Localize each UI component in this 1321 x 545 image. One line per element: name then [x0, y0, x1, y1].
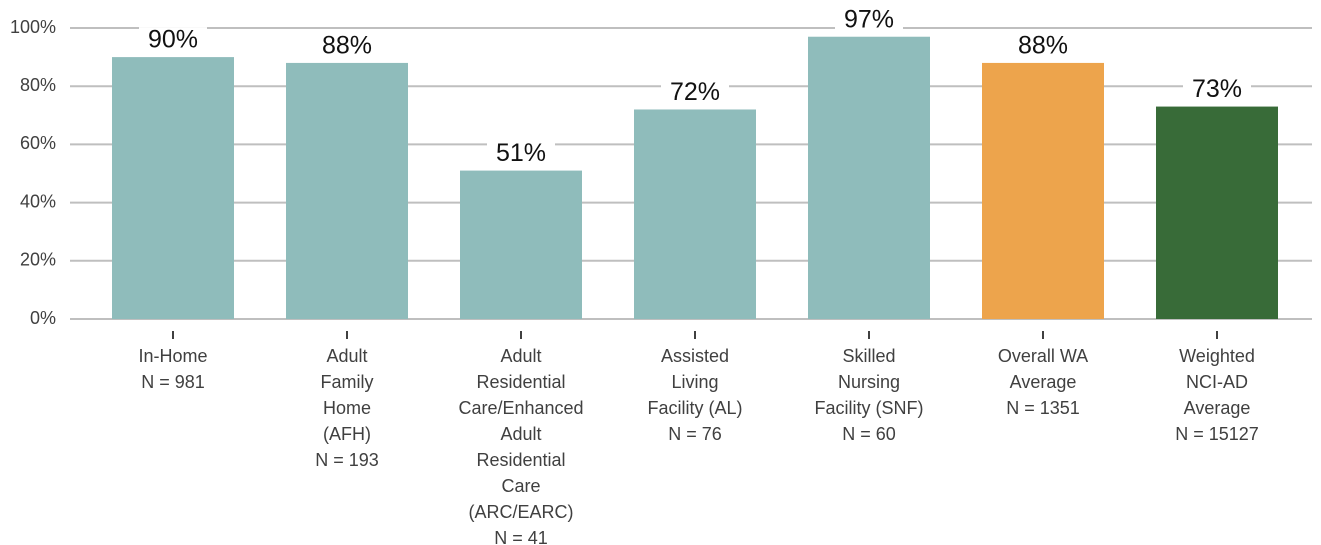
x-tick-label: Average [1184, 398, 1251, 418]
bar [982, 62, 1104, 320]
y-tick-label: 40% [20, 191, 56, 211]
y-tick-label: 0% [30, 308, 56, 328]
x-tick-label: Adult [326, 346, 367, 366]
value-label: 51% [496, 139, 546, 167]
bar [634, 109, 756, 319]
value-label-bg [1009, 32, 1077, 59]
y-tick-label: 80% [20, 75, 56, 95]
x-tick-label: N = 60 [842, 424, 896, 444]
value-label-bg [313, 32, 381, 59]
x-tick-label: N = 76 [668, 424, 722, 444]
x-tick-label: (AFH) [323, 424, 371, 444]
x-tick-label: Facility (AL) [647, 398, 742, 418]
value-label: 88% [1018, 32, 1068, 60]
x-tick-label: N = 41 [494, 528, 548, 545]
x-tick-label: Adult [500, 346, 541, 366]
value-label-bg [835, 6, 903, 33]
x-tick-label: Average [1010, 372, 1077, 392]
x-tick-label: Family [321, 372, 374, 392]
x-tick-label: Residential [476, 372, 565, 392]
value-label-bg [139, 27, 207, 54]
x-tick-label: N = 193 [315, 450, 379, 470]
x-tick-label: Assisted [661, 346, 729, 366]
x-tick-label: Nursing [838, 372, 900, 392]
x-tick-label: Residential [476, 450, 565, 470]
value-label-bg [661, 79, 729, 106]
value-label-bg [487, 140, 555, 167]
value-label: 90% [148, 26, 198, 54]
x-tick-label: N = 15127 [1175, 424, 1259, 444]
x-tick-label: Adult [500, 424, 541, 444]
x-tick-label: In-Home [138, 346, 207, 366]
bar [460, 170, 582, 319]
y-tick-label: 60% [20, 133, 56, 153]
x-tick-label: Weighted [1179, 346, 1255, 366]
x-tick-label: Home [323, 398, 371, 418]
value-label: 97% [844, 5, 894, 33]
value-label: 73% [1192, 75, 1242, 103]
x-tick-label: Care/Enhanced [458, 398, 583, 418]
value-label: 72% [670, 78, 720, 106]
y-tick-label: 100% [10, 17, 56, 37]
bar [1156, 106, 1278, 319]
x-tick-label: N = 981 [141, 372, 205, 392]
x-tick-label: Overall WA [998, 346, 1088, 366]
value-label: 88% [322, 32, 372, 60]
x-tick-label: Care [501, 476, 540, 496]
x-tick-label: Living [671, 372, 718, 392]
y-tick-label: 20% [20, 250, 56, 270]
x-tick-label: (ARC/EARC) [468, 502, 573, 522]
bar [808, 36, 930, 319]
x-tick-label: NCI-AD [1186, 372, 1248, 392]
x-tick-label: Skilled [842, 346, 895, 366]
bar [112, 57, 234, 319]
x-tick-label: N = 1351 [1006, 398, 1080, 418]
value-label-bg [1183, 76, 1251, 103]
x-tick-label: Facility (SNF) [815, 398, 924, 418]
bar [286, 62, 408, 320]
